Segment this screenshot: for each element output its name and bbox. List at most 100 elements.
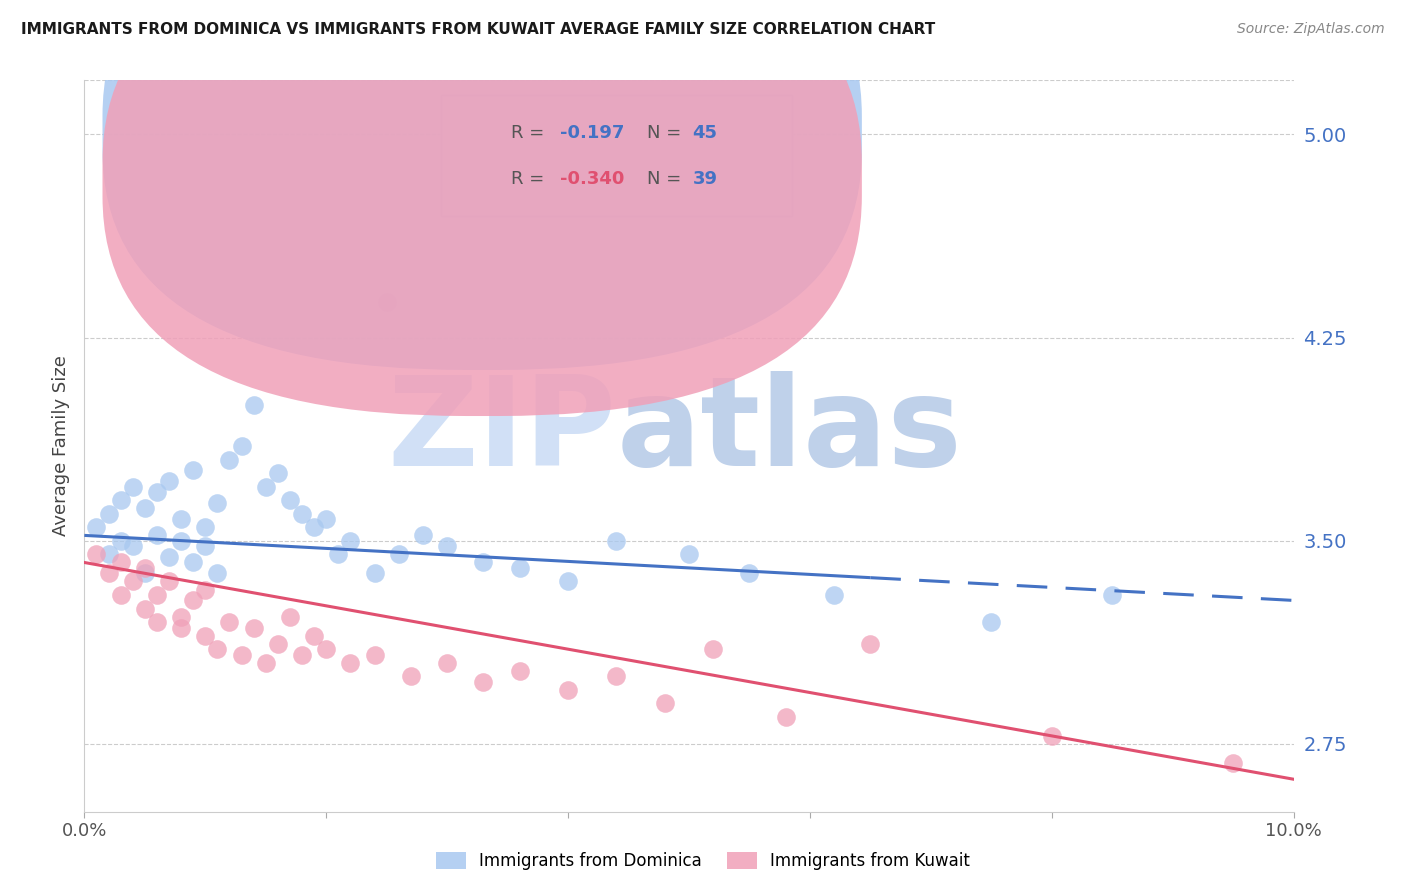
Point <box>436 656 458 670</box>
Point <box>399 669 422 683</box>
Point <box>170 533 193 548</box>
Point <box>194 520 217 534</box>
FancyBboxPatch shape <box>103 0 862 370</box>
Legend: Immigrants from Dominica, Immigrants from Kuwait: Immigrants from Dominica, Immigrants fro… <box>429 845 977 877</box>
Text: IMMIGRANTS FROM DOMINICA VS IMMIGRANTS FROM KUWAIT AVERAGE FAMILY SIZE CORRELATI: IMMIGRANTS FROM DOMINICA VS IMMIGRANTS F… <box>21 22 935 37</box>
Point <box>472 556 495 570</box>
Point <box>278 609 301 624</box>
Text: Source: ZipAtlas.com: Source: ZipAtlas.com <box>1237 22 1385 37</box>
Text: ZIP: ZIP <box>388 371 616 491</box>
Text: -0.340: -0.340 <box>560 170 624 188</box>
Point <box>328 547 350 561</box>
Point <box>254 656 277 670</box>
Point <box>170 609 193 624</box>
Point <box>678 547 700 561</box>
Point <box>231 439 253 453</box>
Point <box>170 512 193 526</box>
Point <box>605 533 627 548</box>
Point <box>302 520 325 534</box>
Point <box>1101 588 1123 602</box>
Point <box>980 615 1002 629</box>
Point <box>278 493 301 508</box>
Point <box>121 574 143 589</box>
Point <box>181 556 204 570</box>
Point <box>97 507 120 521</box>
Point <box>388 547 411 561</box>
Point <box>231 648 253 662</box>
Point <box>207 496 229 510</box>
Point <box>134 501 156 516</box>
Point <box>86 520 108 534</box>
Point <box>412 528 434 542</box>
Text: R =: R = <box>512 170 550 188</box>
Point <box>121 480 143 494</box>
Point <box>207 642 229 657</box>
Point <box>157 574 180 589</box>
Point <box>291 507 314 521</box>
Point <box>363 566 385 581</box>
Point <box>110 493 132 508</box>
Point <box>242 398 264 412</box>
Point <box>375 295 398 310</box>
Point <box>134 601 156 615</box>
Point <box>146 528 169 542</box>
Point <box>339 656 361 670</box>
Point <box>557 574 579 589</box>
Point <box>194 629 217 643</box>
Point <box>1040 729 1063 743</box>
Point <box>86 547 108 561</box>
Point <box>738 566 761 581</box>
Point <box>509 664 531 678</box>
Point <box>121 539 143 553</box>
Text: atlas: atlas <box>616 371 962 491</box>
Text: R =: R = <box>512 124 550 142</box>
Point <box>702 642 724 657</box>
Point <box>218 452 240 467</box>
Point <box>207 566 229 581</box>
Point <box>157 550 180 565</box>
Point <box>654 697 676 711</box>
Point <box>1222 756 1244 770</box>
Point <box>267 466 290 480</box>
Point <box>436 539 458 553</box>
Point <box>97 547 120 561</box>
Point <box>363 648 385 662</box>
FancyBboxPatch shape <box>103 0 862 416</box>
Point <box>823 588 845 602</box>
Point <box>302 629 325 643</box>
Point <box>557 682 579 697</box>
Point <box>315 512 337 526</box>
Point <box>134 566 156 581</box>
Point <box>181 463 204 477</box>
FancyBboxPatch shape <box>441 95 792 216</box>
Point <box>775 710 797 724</box>
Point <box>110 588 132 602</box>
Point <box>472 674 495 689</box>
Point <box>194 539 217 553</box>
Text: 39: 39 <box>693 170 717 188</box>
Point <box>134 561 156 575</box>
Point <box>157 474 180 488</box>
Point <box>315 642 337 657</box>
Point <box>267 637 290 651</box>
Point <box>146 615 169 629</box>
Point <box>181 593 204 607</box>
Text: -0.197: -0.197 <box>560 124 624 142</box>
Point <box>97 566 120 581</box>
Point <box>170 620 193 634</box>
Point <box>146 485 169 500</box>
Point <box>291 648 314 662</box>
Point <box>242 620 264 634</box>
Point <box>254 480 277 494</box>
Point <box>110 556 132 570</box>
Text: N =: N = <box>647 170 686 188</box>
Text: 45: 45 <box>693 124 717 142</box>
Text: N =: N = <box>647 124 686 142</box>
Point <box>859 637 882 651</box>
Point <box>146 588 169 602</box>
Y-axis label: Average Family Size: Average Family Size <box>52 356 70 536</box>
Point <box>339 533 361 548</box>
Point <box>218 615 240 629</box>
Point <box>194 582 217 597</box>
Point <box>110 533 132 548</box>
